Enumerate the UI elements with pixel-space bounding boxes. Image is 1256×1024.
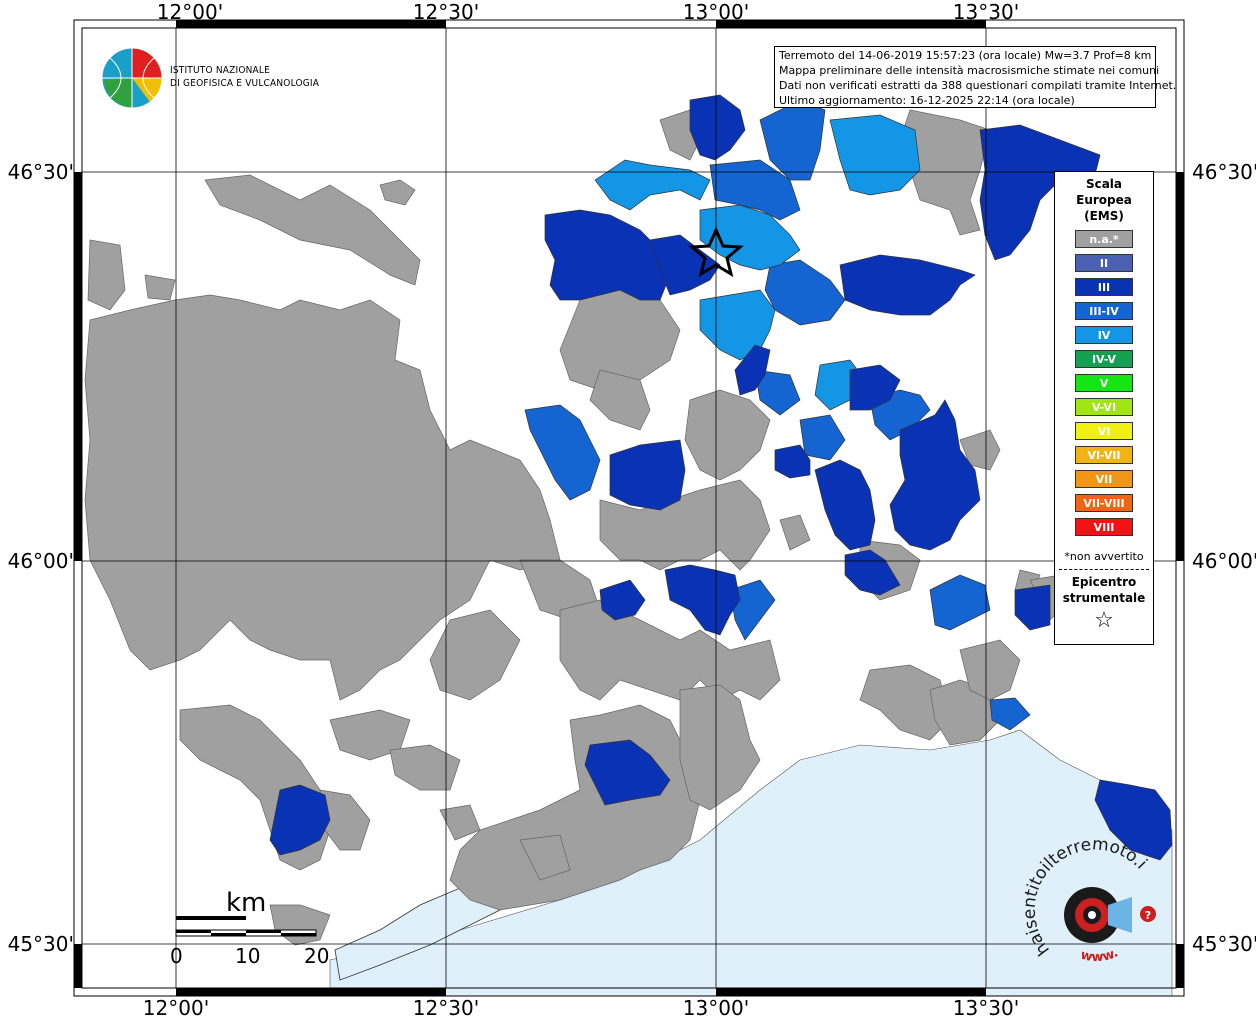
ems-legend: Scala Europea (EMS) n.a.* II III III-IV IV IV… — [1054, 171, 1154, 645]
scale-label-10: 10 — [235, 944, 261, 968]
hsit-logo: ? — [1064, 887, 1156, 943]
legend-swatch: VII-VIII — [1075, 494, 1133, 512]
lon-tick-top-12-30: 12°30' — [412, 0, 480, 24]
legend-swatch: IV-V — [1075, 350, 1133, 368]
legend-swatch: n.a.* — [1075, 230, 1133, 248]
lon-tick-bottom-13-00: 13°00' — [682, 996, 750, 1020]
svg-text:?: ? — [1145, 909, 1151, 922]
legend-swatch: III — [1075, 278, 1133, 296]
legend-swatch: VI — [1075, 422, 1133, 440]
municipalities-iv — [594, 114, 921, 411]
legend-swatch: V-VI — [1075, 398, 1133, 416]
scale-label-0: 0 — [170, 944, 183, 968]
legend-epicentre-line2: strumentale — [1062, 591, 1146, 605]
lat-tick-left-46-00: 46°00' — [7, 549, 74, 573]
lon-tick-bottom-13-30: 13°30' — [952, 996, 1020, 1020]
event-info-line3: Dati non verificati estratti da 388 ques… — [779, 79, 1177, 92]
scale-label-20: 20 — [304, 944, 330, 968]
event-info-line1: Terremoto del 14-06-2019 15:57:23 (ora l… — [779, 49, 1152, 62]
legend-title: Scala Europea (EMS) — [1055, 176, 1153, 224]
legend-items: n.a.* II III III-IV IV IV-V V V-VI VI VI-VII VII VI… — [1055, 230, 1153, 536]
event-info-line2: Mappa preliminare delle intensità macros… — [779, 64, 1160, 77]
lat-tick-right-46-00: 46°00' — [1192, 549, 1256, 573]
lat-tick-right-46-30: 46°30' — [1192, 160, 1256, 184]
ingv-line1: ISTITUTO NAZIONALE — [170, 65, 270, 76]
lon-tick-top-13-00: 13°00' — [682, 0, 750, 24]
ingv-logo — [101, 47, 163, 109]
lon-tick-bottom-12-30: 12°30' — [412, 996, 480, 1020]
event-info-line4: Ultimo aggiornamento: 16-12-2025 22:14 (… — [779, 94, 1075, 107]
legend-swatch: VIII — [1075, 518, 1133, 536]
legend-swatch: III-IV — [1075, 302, 1133, 320]
lat-tick-left-46-30: 46°30' — [7, 160, 74, 184]
lat-tick-left-45-30: 45°30' — [7, 932, 74, 956]
scale-bar — [175, 916, 317, 937]
lon-tick-bottom-12-00: 12°00' — [142, 996, 210, 1020]
legend-title-line2: Europea — [1076, 193, 1132, 207]
municipalities-iii — [269, 94, 1173, 861]
lat-tick-right-45-30: 45°30' — [1192, 932, 1256, 956]
legend-swatch: V — [1075, 374, 1133, 392]
scale-unit: km — [226, 888, 267, 918]
lon-tick-top-13-30: 13°30' — [952, 0, 1020, 24]
legend-epicentre-line1: Epicentro — [1071, 575, 1137, 589]
municipalities-iii-iv — [524, 99, 1031, 731]
legend-swatch: IV — [1075, 326, 1133, 344]
lon-tick-top-12-00: 12°00' — [156, 0, 224, 24]
legend-note: *non avvertito — [1064, 550, 1144, 563]
legend-separator — [1059, 569, 1149, 570]
legend-star-icon: ☆ — [1094, 608, 1114, 633]
legend-title-line3: (EMS) — [1084, 209, 1124, 223]
epicentre-star — [688, 226, 744, 278]
legend-title-line1: Scala — [1085, 177, 1123, 191]
legend-swatch: II — [1075, 254, 1133, 272]
legend-epicentre: Epicentro strumentale — [1055, 574, 1153, 606]
legend-swatch: VI-VII — [1075, 446, 1133, 464]
legend-swatch: VII — [1075, 470, 1133, 488]
graticule — [82, 28, 1176, 988]
frame-bands — [74, 20, 1184, 996]
ingv-line2: DI GEOFISICA E VULCANOLOGIA — [170, 78, 320, 89]
ingv-logo-text: ISTITUTO NAZIONALE DI GEOFISICA E VULCAN… — [170, 64, 319, 90]
event-info-box: Terremoto del 14-06-2019 15:57:23 (ora l… — [774, 46, 1177, 108]
